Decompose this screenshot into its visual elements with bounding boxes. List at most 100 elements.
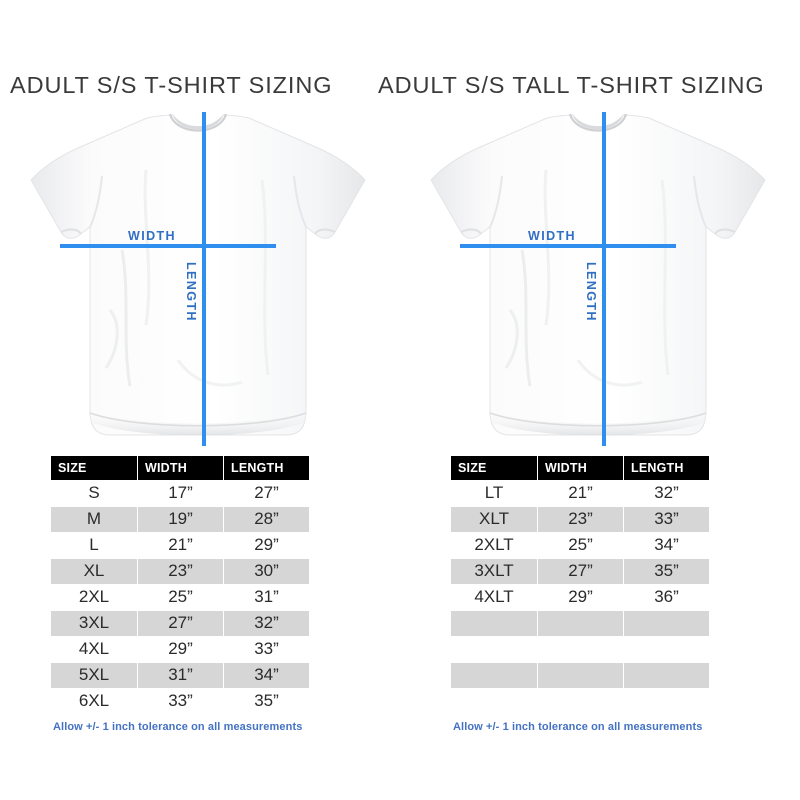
table-row: LT 21” 32” <box>451 481 709 506</box>
cell-width <box>538 689 623 714</box>
table-row: XL 23” 30” <box>51 559 309 584</box>
table-row: 5XL 31” 34” <box>51 663 309 688</box>
cell-width: 17” <box>138 481 223 506</box>
titles-row: ADULT S/S T-SHIRT SIZING ADULT S/S TALL … <box>0 72 800 106</box>
cell-length: 34” <box>624 533 709 558</box>
cell-width: 25” <box>538 533 623 558</box>
chart-title-adult-ss-tall: ADULT S/S TALL T-SHIRT SIZING <box>378 72 765 98</box>
table-row-empty <box>451 611 709 636</box>
table-row-empty <box>451 663 709 688</box>
cell-size: LT <box>451 481 537 506</box>
cell-size: XL <box>51 559 137 584</box>
table-row: 3XL 27” 32” <box>51 611 309 636</box>
panel-adult-ss-tall: WIDTH LENGTH SIZE WIDTH LENGTH LT <box>400 110 800 800</box>
cell-width: 25” <box>138 585 223 610</box>
width-label-right: WIDTH <box>528 229 576 243</box>
table-header-row: SIZE WIDTH LENGTH <box>451 456 709 480</box>
col-header-width: WIDTH <box>138 456 223 480</box>
cell-size <box>451 611 537 636</box>
col-header-size: SIZE <box>51 456 137 480</box>
cell-width <box>538 637 623 662</box>
table-row: 6XL 33” 35” <box>51 689 309 714</box>
table-row: 3XLT 27” 35” <box>451 559 709 584</box>
cell-size: 3XLT <box>451 559 537 584</box>
tshirt-diagram-right: WIDTH LENGTH <box>418 110 778 450</box>
col-header-size: SIZE <box>451 456 537 480</box>
cell-width <box>538 611 623 636</box>
cell-size: 3XL <box>51 611 137 636</box>
cell-size: L <box>51 533 137 558</box>
table-row: 4XL 29” 33” <box>51 637 309 662</box>
tshirt-diagram-left: WIDTH LENGTH <box>18 110 378 450</box>
cell-length: 32” <box>224 611 309 636</box>
cell-size: 2XL <box>51 585 137 610</box>
tolerance-note-left: Allow +/- 1 inch tolerance on all measur… <box>53 721 303 733</box>
cell-length: 33” <box>624 507 709 532</box>
cell-length: 32” <box>624 481 709 506</box>
cell-length: 36” <box>624 585 709 610</box>
cell-size <box>451 663 537 688</box>
cell-length: 35” <box>224 689 309 714</box>
size-table-adult-ss-tall: SIZE WIDTH LENGTH LT 21” 32” XLT 23” 33” <box>450 455 710 715</box>
cell-length: 31” <box>224 585 309 610</box>
cell-size: 2XLT <box>451 533 537 558</box>
length-label-left: LENGTH <box>184 262 198 322</box>
table-row: 4XLT 29” 36” <box>451 585 709 610</box>
table-row-empty <box>451 637 709 662</box>
cell-width: 27” <box>538 559 623 584</box>
cell-size: 4XLT <box>451 585 537 610</box>
cell-width: 27” <box>138 611 223 636</box>
cell-size: 4XL <box>51 637 137 662</box>
cell-width: 19” <box>138 507 223 532</box>
cell-size: S <box>51 481 137 506</box>
cell-width: 31” <box>138 663 223 688</box>
cell-length: 35” <box>624 559 709 584</box>
width-label-left: WIDTH <box>128 229 176 243</box>
table-row-empty <box>451 689 709 714</box>
cell-width: 29” <box>138 637 223 662</box>
table-header-row: SIZE WIDTH LENGTH <box>51 456 309 480</box>
cell-size: 6XL <box>51 689 137 714</box>
cell-length <box>624 663 709 688</box>
table-row: 2XL 25” 31” <box>51 585 309 610</box>
cell-width: 29” <box>538 585 623 610</box>
cell-size: XLT <box>451 507 537 532</box>
cell-length: 33” <box>224 637 309 662</box>
cell-length: 30” <box>224 559 309 584</box>
cell-size: 5XL <box>51 663 137 688</box>
cell-width: 21” <box>538 481 623 506</box>
table-row: XLT 23” 33” <box>451 507 709 532</box>
cell-length <box>624 611 709 636</box>
cell-size <box>451 637 537 662</box>
cell-size <box>451 689 537 714</box>
size-table-adult-ss: SIZE WIDTH LENGTH S 17” 27” M 19” 28” <box>50 455 310 715</box>
cell-width: 21” <box>138 533 223 558</box>
table-row: 2XLT 25” 34” <box>451 533 709 558</box>
cell-width: 23” <box>538 507 623 532</box>
tolerance-note-right: Allow +/- 1 inch tolerance on all measur… <box>453 721 703 733</box>
chart-title-adult-ss: ADULT S/S T-SHIRT SIZING <box>10 72 333 98</box>
cell-length: 34” <box>224 663 309 688</box>
cell-size: M <box>51 507 137 532</box>
size-table-block-right: SIZE WIDTH LENGTH LT 21” 32” XLT 23” 33” <box>450 455 710 733</box>
tshirt-illustration-icon <box>430 112 766 446</box>
cell-width: 23” <box>138 559 223 584</box>
cell-length <box>624 637 709 662</box>
table-row: L 21” 29” <box>51 533 309 558</box>
cell-width: 33” <box>138 689 223 714</box>
cell-length: 27” <box>224 481 309 506</box>
cell-length: 29” <box>224 533 309 558</box>
length-label-right: LENGTH <box>584 262 598 322</box>
table-row: S 17” 27” <box>51 481 309 506</box>
col-header-width: WIDTH <box>538 456 623 480</box>
cell-width <box>538 663 623 688</box>
tshirt-illustration-icon <box>30 112 366 446</box>
col-header-length: LENGTH <box>224 456 309 480</box>
cell-length: 28” <box>224 507 309 532</box>
size-table-block-left: SIZE WIDTH LENGTH S 17” 27” M 19” 28” <box>50 455 310 733</box>
panel-adult-ss: WIDTH LENGTH SIZE WIDTH LENGTH S <box>0 110 400 800</box>
col-header-length: LENGTH <box>624 456 709 480</box>
table-row: M 19” 28” <box>51 507 309 532</box>
cell-length <box>624 689 709 714</box>
